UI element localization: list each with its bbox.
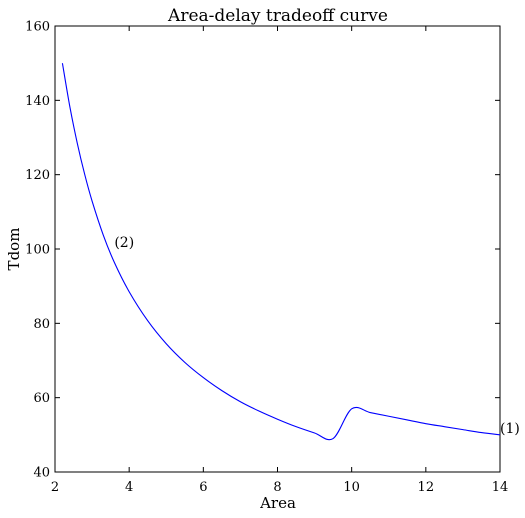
y-axis-label: Tdom	[5, 228, 23, 271]
x-tick-label: 2	[51, 480, 59, 495]
x-axis-label: Area	[259, 494, 296, 512]
series-line	[61, 63, 501, 441]
x-tick-label: 8	[273, 480, 281, 495]
y-tick-label: 60	[33, 391, 50, 406]
y-tick-label: 100	[25, 243, 50, 258]
annotations: (2) (1)	[114, 235, 520, 437]
chart-title: Area-delay tradeoff curve	[167, 6, 388, 26]
x-tick-label: 14	[492, 480, 509, 495]
y-tick-label: 80	[33, 317, 50, 332]
annotation-label: (2)	[114, 235, 134, 251]
x-tick-label: 12	[418, 480, 435, 495]
y-tick-label: 160	[25, 20, 50, 35]
annotation-label: (1)	[500, 421, 520, 437]
y-tick-label: 140	[25, 94, 50, 109]
x-tick-label: 6	[199, 480, 207, 495]
y-tick-label: 40	[33, 466, 50, 481]
x-tick-label: 10	[343, 480, 360, 495]
y-tick-label: 120	[25, 168, 50, 183]
axis-tick-labels: 2 4 6 8 10 12 14 40 60 80 100 120 140 160	[25, 20, 508, 496]
axis-ticks	[54, 25, 501, 473]
x-tick-label: 4	[125, 480, 133, 495]
